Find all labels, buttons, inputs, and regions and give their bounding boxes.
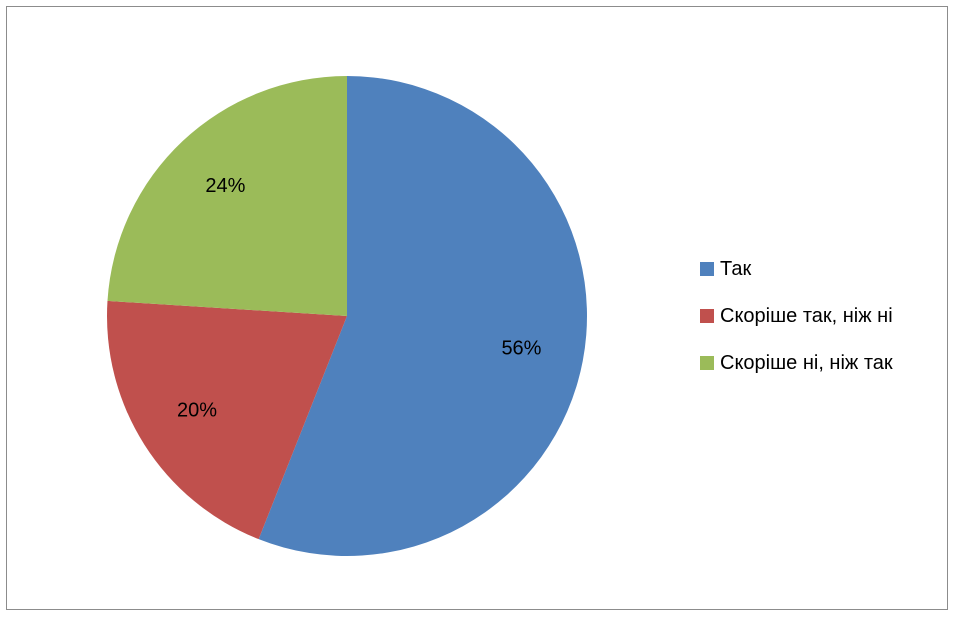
legend-label-rather-yes: Скоріше так, ніж ні [720,305,893,327]
pie-chart: 56% 20% 24% [107,76,587,556]
data-label-tak: 56% [501,338,541,360]
slice-rather-yes [107,300,347,540]
pie-data-labels: 56% 20% 24% [177,175,542,422]
chart-area: 56% 20% 24% Так Скоріше так, ніж ні Скоріш… [6,6,948,610]
legend-label-rather-no: Скоріше ні, ніж так [720,352,893,374]
slice-tak [258,76,587,556]
legend-swatch-rather-yes [700,309,714,323]
legend-swatch-rather-no [700,356,714,370]
pie-slices [107,76,587,556]
slice-rather-no [107,76,347,316]
legend-swatch-tak [700,262,714,276]
legend-item-rather-yes: Скоріше так, ніж ні [700,304,950,328]
data-label-rather-yes: 20% [177,399,217,421]
legend-label-tak: Так [720,258,752,280]
data-label-rather-no: 24% [205,175,245,197]
legend-item-rather-no: Скоріше ні, ніж так [700,351,950,375]
legend: Так Скоріше так, ніж ні Скоріше ні, ніж … [700,257,950,398]
legend-item-tak: Так [700,257,950,281]
